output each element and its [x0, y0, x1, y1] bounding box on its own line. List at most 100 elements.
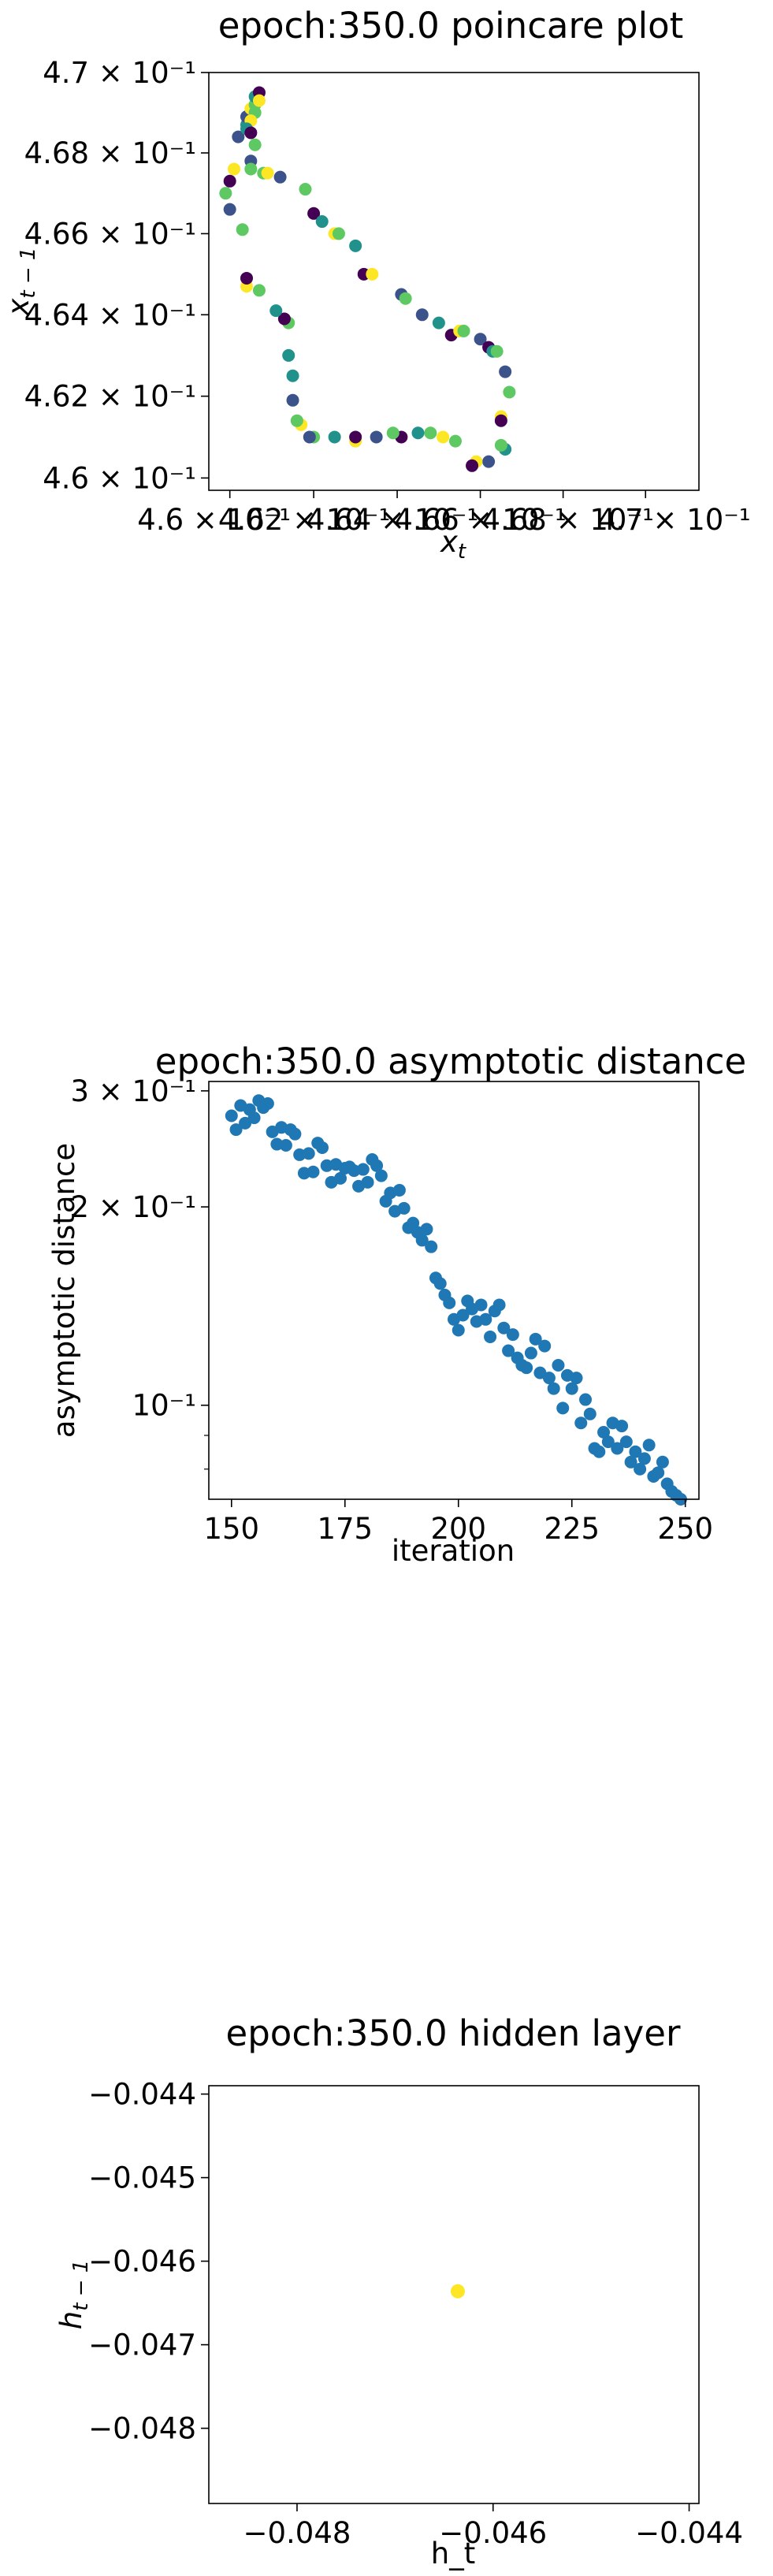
asymptotic-point: [279, 1139, 292, 1152]
asymptotic-point: [502, 1344, 515, 1357]
asymptotic-point: [597, 1425, 611, 1439]
hidden-layer-title: epoch:350.0 hidden layer: [226, 2012, 681, 2054]
poincare-point: [332, 227, 345, 240]
hidden-layer-y-label: ht − 1: [54, 2260, 93, 2330]
poincare-point: [252, 284, 266, 297]
hidden-layer-y-tick-label: −0.046: [88, 2245, 196, 2279]
poincare-point: [286, 369, 299, 382]
asymptotic-y-tick-label: 3 × 10⁻¹: [70, 1074, 196, 1108]
hidden-layer-x-label: h_t: [431, 2537, 475, 2570]
asymptotic-point: [552, 1359, 565, 1372]
poincare-point: [252, 94, 266, 107]
poincare-point: [448, 434, 462, 448]
poincare-point: [482, 455, 496, 468]
asymptotic-point: [229, 1123, 243, 1137]
poincare-y-label: xt − 1: [2, 248, 40, 317]
svg-text:ht − 1: ht − 1: [54, 2260, 93, 2330]
poincare-y-tick-label: 4.66 × 10⁻¹: [24, 217, 196, 251]
asymptotic-x-tick-label: 250: [657, 1512, 713, 1546]
asymptotic-point: [642, 1439, 656, 1452]
asymptotic-point: [474, 1298, 488, 1312]
poincare-point: [474, 333, 487, 346]
poincare-point: [349, 430, 362, 444]
poincare-point: [399, 292, 412, 305]
poincare-point: [386, 426, 400, 440]
asymptotic-point: [425, 1240, 438, 1253]
poincare-point: [228, 162, 241, 176]
poincare-y-tick-label: 4.64 × 10⁻¹: [24, 298, 196, 332]
asymptotic-x-ticks: 150 175 200 225 250: [203, 1499, 713, 1546]
asymptotic-point: [637, 1452, 651, 1465]
asymptotic-point: [497, 1321, 511, 1335]
poincare-x-tick-label: 4.66 × 10⁻¹: [394, 503, 566, 537]
asymptotic-point: [615, 1420, 629, 1433]
hidden-layer-y-ticks: −0.048 −0.047 −0.046 −0.045 −0.044: [88, 2078, 209, 2446]
poincare-y-ticks: 4.6 × 10⁻¹ 4.62 × 10⁻¹ 4.64 × 10⁻¹ 4.66 × 1…: [24, 56, 209, 495]
asymptotic-x-tick-label: 150: [203, 1512, 259, 1546]
poincare-x-tick-label: 4.64 × 10⁻¹: [307, 503, 478, 537]
asymptotic-point: [356, 1163, 370, 1176]
hidden-layer-y-tick-label: −0.044: [88, 2078, 196, 2112]
asymptotic-point: [225, 1109, 238, 1122]
asymptotic-title: epoch:350.0 asymptotic distance: [155, 1040, 746, 1082]
poincare-point: [415, 308, 429, 322]
poincare-point: [424, 426, 437, 440]
poincare-point: [223, 174, 236, 188]
poincare-point: [219, 187, 232, 200]
poincare-chart: epoch:350.0 poincare plot 4.6 × 10⁻¹4.62…: [2, 5, 751, 564]
asymptotic-distance-chart: epoch:350.0 asymptotic distance 10⁻¹ 2 × …: [47, 1040, 746, 1568]
asymptotic-x-tick-label: 225: [544, 1512, 600, 1546]
poincare-points: [219, 86, 516, 472]
poincare-point: [437, 430, 450, 444]
poincare-x-tick-label: 4.7 × 10⁻¹: [597, 503, 751, 537]
asymptotic-point: [583, 1407, 596, 1420]
asymptotic-point: [479, 1312, 492, 1326]
poincare-point: [299, 183, 312, 196]
asymptotic-point: [392, 1183, 406, 1197]
poincare-point: [248, 138, 262, 151]
asymptotic-point: [334, 1171, 347, 1185]
poincare-point: [494, 414, 507, 427]
asymptotic-point: [629, 1445, 642, 1458]
asymptotic-point: [652, 1466, 665, 1480]
asymptotic-point: [634, 1462, 647, 1476]
poincare-x-tick-label: 4.68 × 10⁻¹: [481, 503, 653, 537]
asymptotic-point: [574, 1416, 588, 1430]
poincare-point: [261, 166, 274, 180]
poincare-point: [349, 239, 362, 252]
asymptotic-point: [520, 1361, 533, 1375]
poincare-point: [244, 162, 258, 176]
poincare-point: [232, 130, 245, 143]
hidden-layer-x-tick-label: −0.048: [243, 2516, 351, 2550]
asymptotic-point: [315, 1141, 329, 1154]
poincare-point: [290, 414, 303, 427]
hidden-layer-x-tick-label: −0.046: [439, 2516, 547, 2550]
poincare-point: [303, 430, 316, 444]
asymptotic-point: [611, 1442, 624, 1455]
asymptotic-plot-frame: [208, 1081, 700, 1500]
hidden-layer-y-tick-label: −0.048: [88, 2412, 196, 2446]
asymptotic-point: [247, 1111, 261, 1125]
poincare-x-tick-label: 4.62 × 10⁻¹: [218, 503, 390, 537]
poincare-y-tick-label: 4.62 × 10⁻¹: [24, 380, 196, 414]
poincare-point: [494, 438, 507, 452]
asymptotic-point: [492, 1298, 506, 1312]
asymptotic-point: [484, 1330, 497, 1343]
asymptotic-point: [538, 1339, 552, 1353]
poincare-point: [432, 316, 445, 329]
poincare-x-ticks: 4.6 × 10⁻¹4.62 × 10⁻¹4.64 × 10⁻¹4.66 × 1…: [137, 490, 751, 537]
hidden-layer-y-tick-label: −0.045: [88, 2161, 196, 2195]
asymptotic-y-tick-label: 10⁻¹: [132, 1389, 196, 1423]
hidden-layer-chart: epoch:350.0 hidden layer −0.048−0.047−0.…: [54, 2012, 743, 2570]
asymptotic-point: [288, 1127, 302, 1141]
asymptotic-point: [524, 1346, 537, 1360]
poincare-point: [277, 312, 291, 326]
hidden-layer-x-ticks: −0.048 −0.046 −0.044: [243, 2503, 743, 2550]
asymptotic-point: [556, 1402, 570, 1415]
poincare-point: [503, 385, 516, 399]
hidden-layer-point: [450, 2284, 465, 2299]
asymptotic-point: [547, 1382, 560, 1395]
poincare-point: [366, 267, 379, 281]
asymptotic-point: [433, 1277, 447, 1290]
poincare-x-tick-label: 4.6 × 10⁻¹: [137, 503, 291, 537]
